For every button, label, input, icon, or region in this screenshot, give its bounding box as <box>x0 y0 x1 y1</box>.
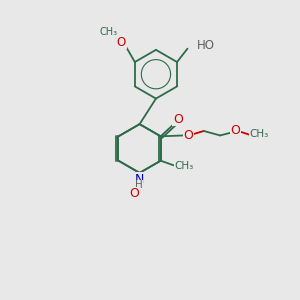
Text: O: O <box>130 187 140 200</box>
Text: CH₃: CH₃ <box>250 129 269 139</box>
Text: CH₃: CH₃ <box>174 161 194 171</box>
Text: O: O <box>117 36 126 49</box>
Text: CH₃: CH₃ <box>100 27 118 37</box>
Text: O: O <box>230 124 240 137</box>
Text: HO: HO <box>197 39 215 52</box>
Text: O: O <box>183 129 193 142</box>
Text: H: H <box>135 180 143 190</box>
Text: N: N <box>134 173 144 186</box>
Text: O: O <box>173 112 183 126</box>
